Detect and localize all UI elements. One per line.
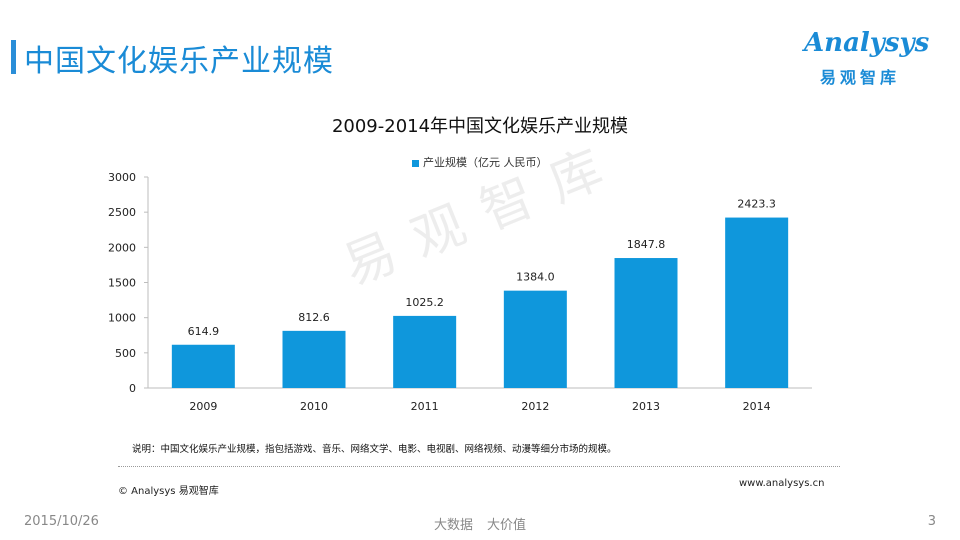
y-tick-label: 2000 [108,241,136,254]
title-accent-bar [11,40,16,74]
bar [282,330,346,388]
copyright-text: © Analysys 易观智库 [118,486,219,497]
bar [171,344,235,388]
analysys-logo: Analysys 易观智库 [790,26,940,87]
x-tick-label: 2010 [300,400,328,413]
data-label: 1384.0 [516,271,555,284]
slogan-part-1: 大数据 [433,518,473,533]
y-tick-label: 2500 [108,206,136,219]
x-tick-label: 2011 [411,400,439,413]
y-tick-label: 500 [115,347,136,360]
bar [393,315,457,388]
website-link[interactable]: www.analysys.cn [739,478,825,489]
y-tick-label: 3000 [108,171,136,184]
y-tick-label: 1500 [108,277,136,290]
x-tick-label: 2014 [743,400,771,413]
x-tick-label: 2013 [632,400,660,413]
chart-title: 2009-2014年中国文化娱乐产业规模 [331,116,629,137]
footer-divider [118,466,840,467]
y-tick-label: 1000 [108,312,136,325]
page-title: 中国文化娱乐产业规模 [24,44,334,79]
data-label: 2423.3 [737,198,776,211]
bar [503,290,567,388]
slogan-part-2: 大价值 [487,518,527,533]
legend-swatch [412,159,419,167]
data-label: 1025.2 [405,296,444,309]
x-tick-label: 2012 [521,400,549,413]
logo-chinese-name: 易观智库 [820,68,901,87]
chart-legend: 产业规模（亿元 人民币） [412,154,548,170]
logo-wordmark: Analysys [804,28,930,58]
page-number: 3 [927,514,936,529]
bar [614,258,678,388]
footer-date: 2015/10/26 [24,514,99,529]
data-label: 812.6 [298,311,330,324]
chart-note: 说明：中国文化娱乐产业规模，指包括游戏、音乐、网络文学、电影、电视剧、网络视频、… [132,444,617,455]
data-label: 1847.8 [627,238,666,251]
x-tick-label: 2009 [189,400,217,413]
y-tick-label: 0 [129,382,136,395]
footer-slogan: 大数据 大价值 [0,514,960,533]
legend-label: 产业规模（亿元 人民币） [423,156,548,169]
data-label: 614.9 [188,325,220,338]
bar [725,217,789,388]
